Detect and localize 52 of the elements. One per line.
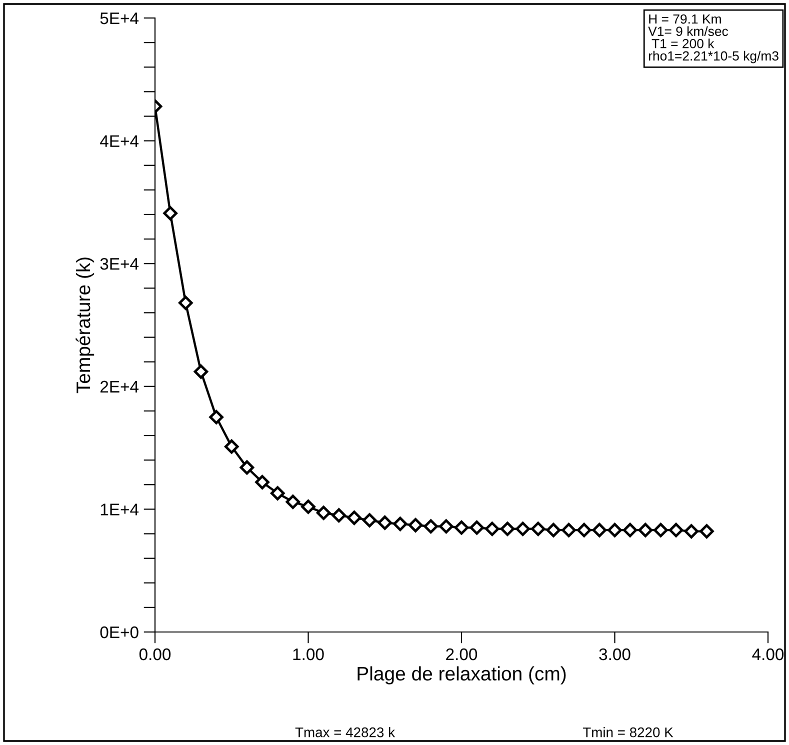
y-tick-label: 4E+4: [100, 135, 139, 147]
point: [316, 506, 331, 520]
y-tick-label: 1E+4: [100, 504, 139, 516]
point: [224, 439, 239, 454]
point: [332, 508, 346, 522]
point: [163, 206, 178, 220]
text: Tmax = 42823 k: [295, 727, 396, 738]
point: [454, 520, 469, 535]
point: [270, 486, 285, 500]
x-tick-label: 1.00: [293, 648, 324, 660]
point: [530, 522, 546, 536]
annotation: H = 79.1 Km V1= 9 km/sec T1 = 200 k rho1=2.21*10-5 kg/m3: [648, 14, 778, 64]
point: [194, 364, 208, 379]
x-tick-label: 2.00: [446, 648, 478, 660]
point: [470, 520, 484, 535]
point: [668, 522, 684, 538]
point: [608, 522, 622, 538]
point: [684, 524, 699, 538]
point: [286, 494, 300, 509]
point: [592, 522, 607, 538]
x-tick-label: 0.00: [139, 648, 171, 660]
point: [546, 522, 561, 538]
x-axis-title: Plage de relaxation (cm): [358, 666, 566, 684]
point: [439, 519, 454, 534]
y-tick-label: 0E+0: [100, 626, 138, 638]
point: [700, 524, 714, 538]
point: [347, 510, 362, 525]
x-tick-label: 4.00: [752, 648, 784, 660]
y-tick-label: 3E+4: [100, 258, 139, 270]
point: [362, 513, 377, 528]
point: [240, 460, 254, 475]
point: [622, 522, 638, 538]
y-tick-label: 2E+4: [100, 380, 139, 392]
point: [178, 296, 193, 310]
point: [500, 522, 515, 536]
point: [408, 518, 423, 532]
x-tick-label: 3.00: [599, 648, 630, 660]
point: [576, 522, 592, 538]
point: [424, 519, 438, 534]
text: Tmin = 8220 K: [582, 727, 674, 738]
point: [485, 522, 500, 536]
point: [301, 500, 316, 514]
point: [255, 475, 270, 490]
point: [638, 522, 653, 538]
y-axis-title: Température (k): [76, 258, 94, 394]
point: [378, 516, 392, 530]
point: [654, 522, 668, 538]
point: [516, 522, 530, 536]
point: [562, 522, 576, 538]
point: [393, 516, 408, 532]
point: [209, 410, 224, 424]
y-tick-label: 5E+4: [100, 12, 139, 24]
